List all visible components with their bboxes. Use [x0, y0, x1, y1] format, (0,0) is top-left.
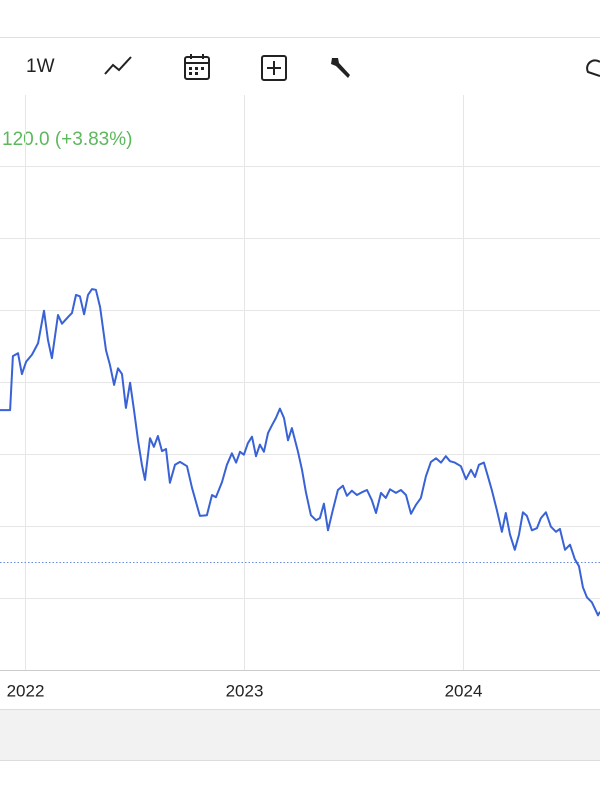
x-tick-label: 2024: [445, 681, 483, 700]
navigator-band: [0, 710, 600, 760]
chart-type-button[interactable]: [102, 52, 134, 82]
interval-button[interactable]: 1W: [26, 56, 55, 77]
price-line: [0, 288, 600, 617]
more-button[interactable]: [584, 52, 600, 82]
x-tick-label: 2022: [7, 681, 45, 700]
settings-button[interactable]: [326, 52, 356, 82]
date-range-button[interactable]: [182, 52, 212, 82]
compare-button[interactable]: [259, 52, 289, 82]
x-tick-label: 2023: [226, 681, 264, 700]
price-change: 120.0 (+3.83%): [2, 129, 132, 150]
toolbar: 1W: [0, 37, 600, 95]
